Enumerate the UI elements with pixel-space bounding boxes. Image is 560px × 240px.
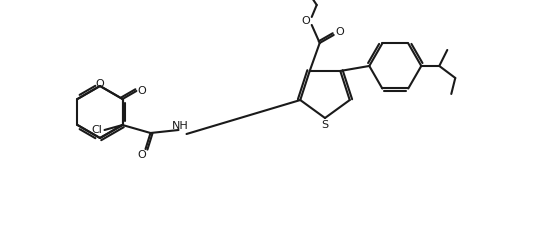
Text: O: O bbox=[335, 27, 344, 37]
Text: S: S bbox=[321, 120, 329, 130]
Text: O: O bbox=[137, 150, 146, 160]
Text: O: O bbox=[96, 79, 104, 89]
Text: O: O bbox=[137, 86, 146, 96]
Text: NH: NH bbox=[172, 121, 189, 131]
Text: Cl: Cl bbox=[91, 125, 102, 135]
Text: O: O bbox=[301, 16, 310, 26]
